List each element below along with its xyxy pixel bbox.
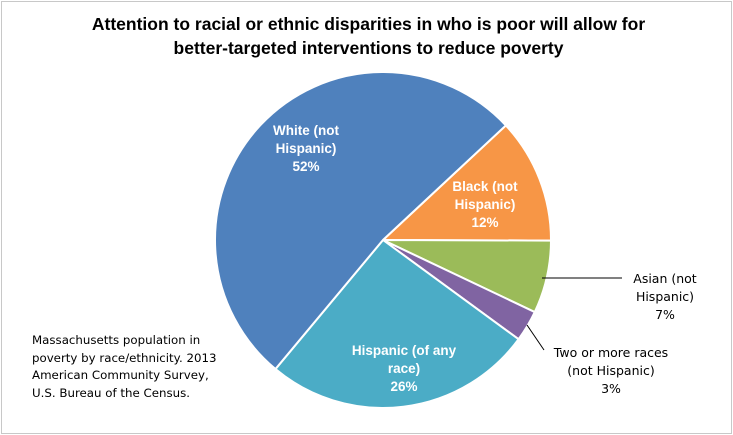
pie-slice-0 [380,124,552,242]
slice-value-label-4: 52% [292,159,319,174]
pie-slice-4 [214,71,508,371]
chart-title-line-2: better-targeted interventions to reduce … [173,38,564,58]
source-note-line-4: U.S. Bureau of the Census. [32,385,190,400]
slice-name-label-2-1: (not Hispanic) [567,363,654,378]
slice-name-label-3-1: race) [388,361,420,376]
slice-name-label-4-0: White (not [273,123,339,138]
slice-label-0: Black (not Hispanic) 12% [452,179,518,230]
slice-name-label-2-0: Two or more races [553,345,668,360]
chart-title: Attention to racial or ethnic disparitie… [22,12,715,60]
slice-label-2: Two or more races (not Hispanic) 3% [553,345,668,396]
slice-label-1: Asian (not Hispanic) 7% [633,271,697,322]
slice-value-label-1: 7% [655,307,675,322]
slice-label-3: Hispanic (of any race) 26% [352,343,457,394]
slice-value-label-2: 3% [601,381,621,396]
source-note-line-3: American Community Survey, [32,368,209,382]
slice-name-label-3-0: Hispanic (of any [352,343,457,358]
slice-name-label-0-0: Black (not [452,179,518,194]
source-note: Massachusetts population in poverty by r… [32,332,242,402]
chart-title-line-1: Attention to racial or ethnic disparitie… [91,14,646,34]
slice-value-label-0: 12% [471,215,498,230]
slice-name-label-1-1: Hispanic) [636,289,694,304]
source-note-line-1: Massachusetts population in [32,333,201,347]
slice-name-label-0-1: Hispanic) [455,197,516,212]
source-note-line-2: poverty by race/ethnicity. 2013 [32,350,217,365]
pie-slice-3 [274,238,520,409]
leader-line-2 [526,324,545,351]
slice-name-label-1-0: Asian (not [633,271,697,286]
slice-label-4: White (not Hispanic) 52% [273,123,339,174]
slice-value-label-3: 26% [390,379,417,394]
slice-name-label-4-1: Hispanic) [276,141,337,156]
